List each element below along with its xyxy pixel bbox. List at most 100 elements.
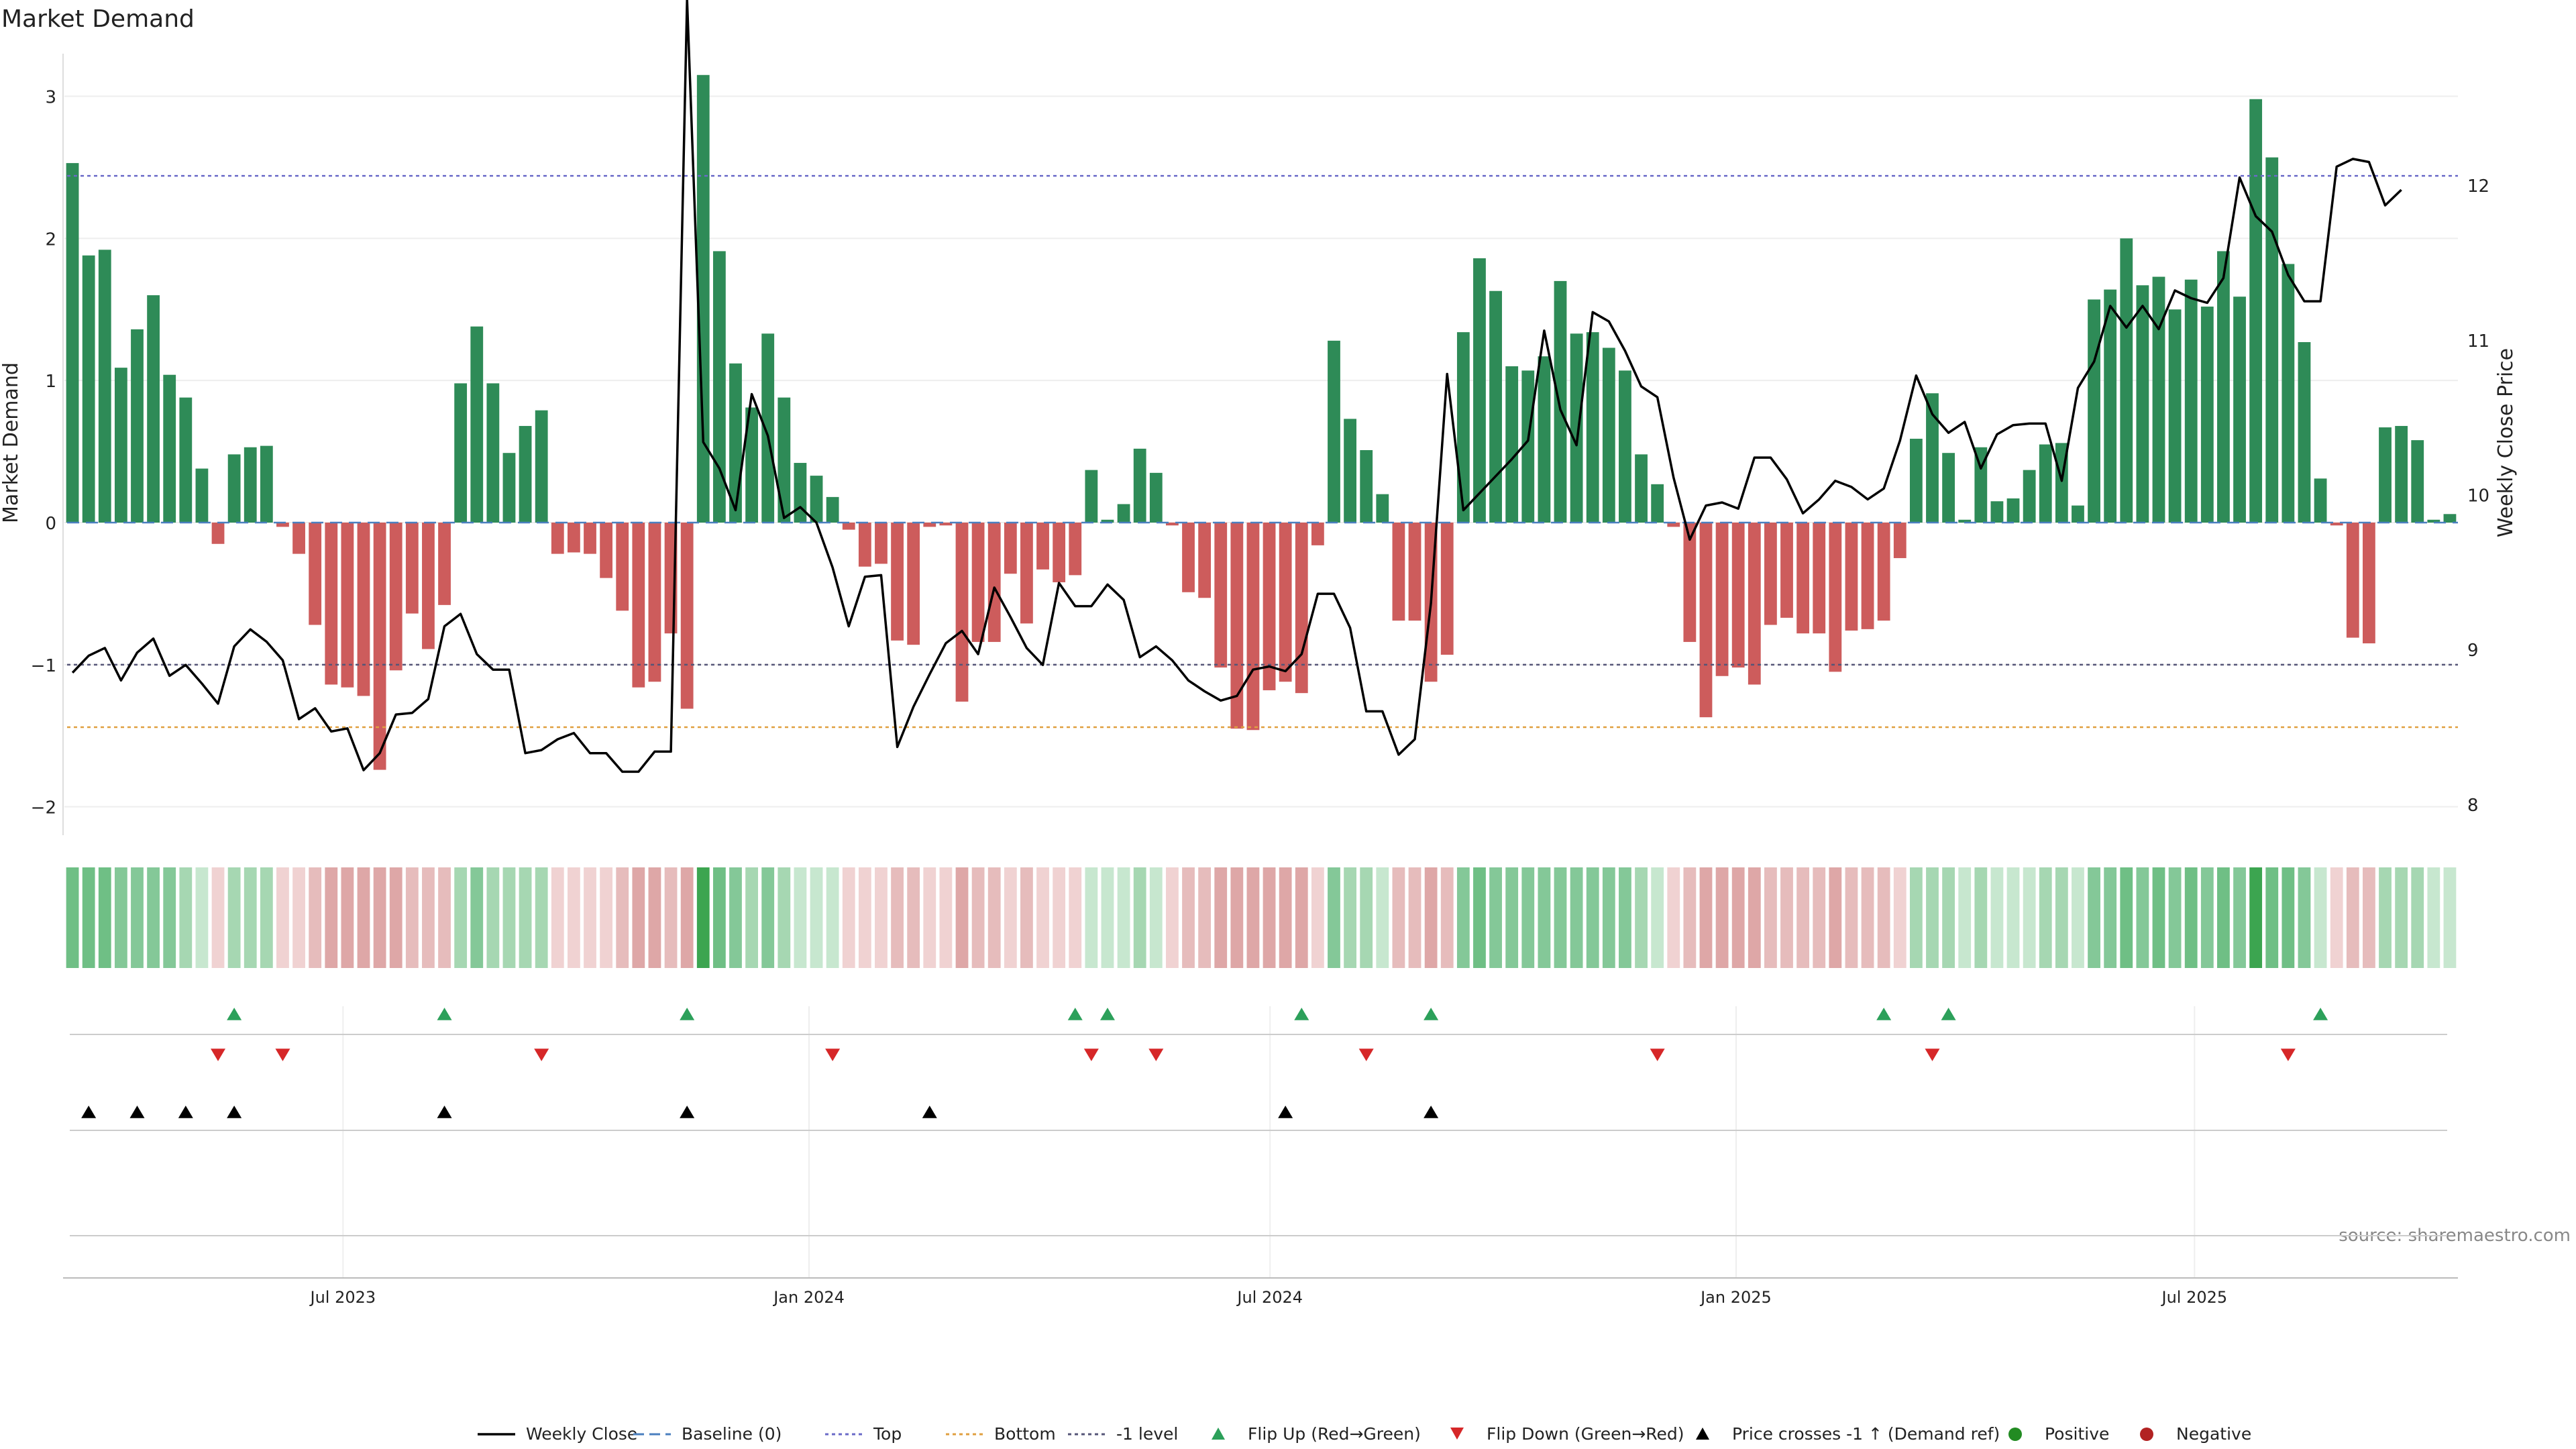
demand-bar-positive xyxy=(1651,484,1664,523)
heat-cell xyxy=(1279,867,1292,968)
demand-bar-positive xyxy=(2184,279,2198,523)
y2-tick-label: 11 xyxy=(2467,331,2489,352)
legend-label: Top xyxy=(873,1424,902,1444)
heat-cell xyxy=(1942,867,1955,968)
demand-bar-positive xyxy=(1505,366,1519,523)
heat-cell xyxy=(2184,867,2198,968)
demand-bar-positive xyxy=(147,295,160,523)
price-cross-marker xyxy=(129,1106,145,1118)
heat-cell xyxy=(502,867,516,968)
heat-cell xyxy=(1683,867,1697,968)
heat-cell xyxy=(826,867,839,968)
heat-cell xyxy=(1311,867,1324,968)
y2-axis-label: Weekly Close Price xyxy=(2494,348,2518,537)
heat-cell xyxy=(357,867,370,968)
legend-label: Price crosses -1 ↑ (Demand ref) xyxy=(1732,1424,2000,1444)
flip-up-marker xyxy=(437,1008,452,1020)
price-line-layer xyxy=(71,0,2402,773)
demand-bar-negative xyxy=(1780,523,1793,618)
heat-cell xyxy=(1861,867,1874,968)
demand-bar-positive xyxy=(1521,370,1535,523)
flip-down-marker xyxy=(1083,1049,1099,1061)
demand-bar-negative xyxy=(1182,523,1195,592)
heat-cell xyxy=(2314,867,2327,968)
heat-cell xyxy=(1360,867,1373,968)
demand-bar-negative xyxy=(1699,523,1713,718)
demand-bar-negative xyxy=(1246,523,1260,731)
flip-down-marker xyxy=(1358,1049,1374,1061)
demand-bar-negative xyxy=(616,523,629,611)
demand-bar-negative xyxy=(2330,523,2343,526)
demand-bar-positive xyxy=(2006,498,2020,523)
legend-swatch-tri-up xyxy=(1212,1428,1225,1440)
demand-bar-negative xyxy=(955,523,969,702)
demand-bar-positive xyxy=(260,445,273,523)
heat-cell xyxy=(341,867,354,968)
heat-cell xyxy=(1069,867,1082,968)
heat-cell xyxy=(729,867,742,968)
flip-up-marker xyxy=(227,1008,242,1020)
demand-bar-negative xyxy=(1667,523,1680,527)
demand-bar-negative xyxy=(1683,523,1697,642)
demand-bar-negative xyxy=(1279,523,1292,682)
y2-tick-label: 8 xyxy=(2467,796,2479,816)
heat-cell xyxy=(971,867,985,968)
heat-cell xyxy=(2136,867,2149,968)
heat-cell xyxy=(2427,867,2440,968)
flip-up-marker xyxy=(1067,1008,1083,1020)
heat-cell xyxy=(1602,867,1615,968)
y2-tick-label: 9 xyxy=(2467,641,2479,661)
demand-bar-positive xyxy=(1958,519,1972,523)
heat-cell xyxy=(163,867,176,968)
heat-cell xyxy=(1554,867,1567,968)
heat-cell xyxy=(2039,867,2052,968)
heat-cell xyxy=(1149,867,1163,968)
demand-bar-positive xyxy=(2104,289,2117,523)
flip-up-marker xyxy=(1876,1008,1892,1020)
demand-bar-negative xyxy=(1813,523,1826,634)
heat-cell xyxy=(2346,867,2359,968)
demand-bar-positive xyxy=(810,476,823,523)
heat-cell xyxy=(519,867,532,968)
heat-cell xyxy=(2282,867,2295,968)
demand-bar-positive xyxy=(1101,519,1114,523)
legend-label: Flip Down (Green→Red) xyxy=(1487,1424,1684,1444)
price-cross-marker xyxy=(81,1106,97,1118)
legend-item: Bottom xyxy=(946,1424,1056,1444)
heat-cell xyxy=(2120,867,2133,968)
heat-cell xyxy=(794,867,807,968)
demand-bar-negative xyxy=(680,523,694,709)
heat-cell xyxy=(1440,867,1454,968)
demand-bar-positive xyxy=(1085,470,1098,523)
x-tick-label: Jul 2024 xyxy=(1236,1288,1303,1307)
demand-bar-negative xyxy=(405,523,419,614)
demand-bar-positive xyxy=(1133,448,1146,523)
demand-bar-positive xyxy=(2298,341,2311,523)
demand-bar-positive xyxy=(1473,258,1486,523)
heat-cell xyxy=(1214,867,1228,968)
heat-cell xyxy=(1392,867,1405,968)
heat-cell xyxy=(2200,867,2214,968)
demand-bar-positive xyxy=(1602,347,1615,523)
demand-bar-positive xyxy=(486,383,500,523)
demand-bar-positive xyxy=(2314,478,2327,523)
demand-bar-negative xyxy=(1845,523,1858,631)
legend-label: Baseline (0) xyxy=(682,1424,782,1444)
heat-cell xyxy=(66,867,79,968)
heat-cell xyxy=(777,867,791,968)
demand-bar-positive xyxy=(1942,453,1955,523)
heat-cell xyxy=(1101,867,1114,968)
demand-bar-positive xyxy=(1926,393,1939,523)
demand-bar-positive xyxy=(1117,504,1130,523)
demand-bar-negative xyxy=(1295,523,1308,694)
heat-cell xyxy=(131,867,144,968)
demand-bars xyxy=(66,74,2457,770)
demand-bar-positive xyxy=(1990,501,2004,523)
demand-bar-negative xyxy=(875,523,888,564)
heat-cell xyxy=(405,867,419,968)
heat-cell xyxy=(260,867,273,968)
heat-cell xyxy=(1619,867,1631,968)
demand-bar-positive xyxy=(2282,264,2295,523)
heat-cell xyxy=(1651,867,1664,968)
